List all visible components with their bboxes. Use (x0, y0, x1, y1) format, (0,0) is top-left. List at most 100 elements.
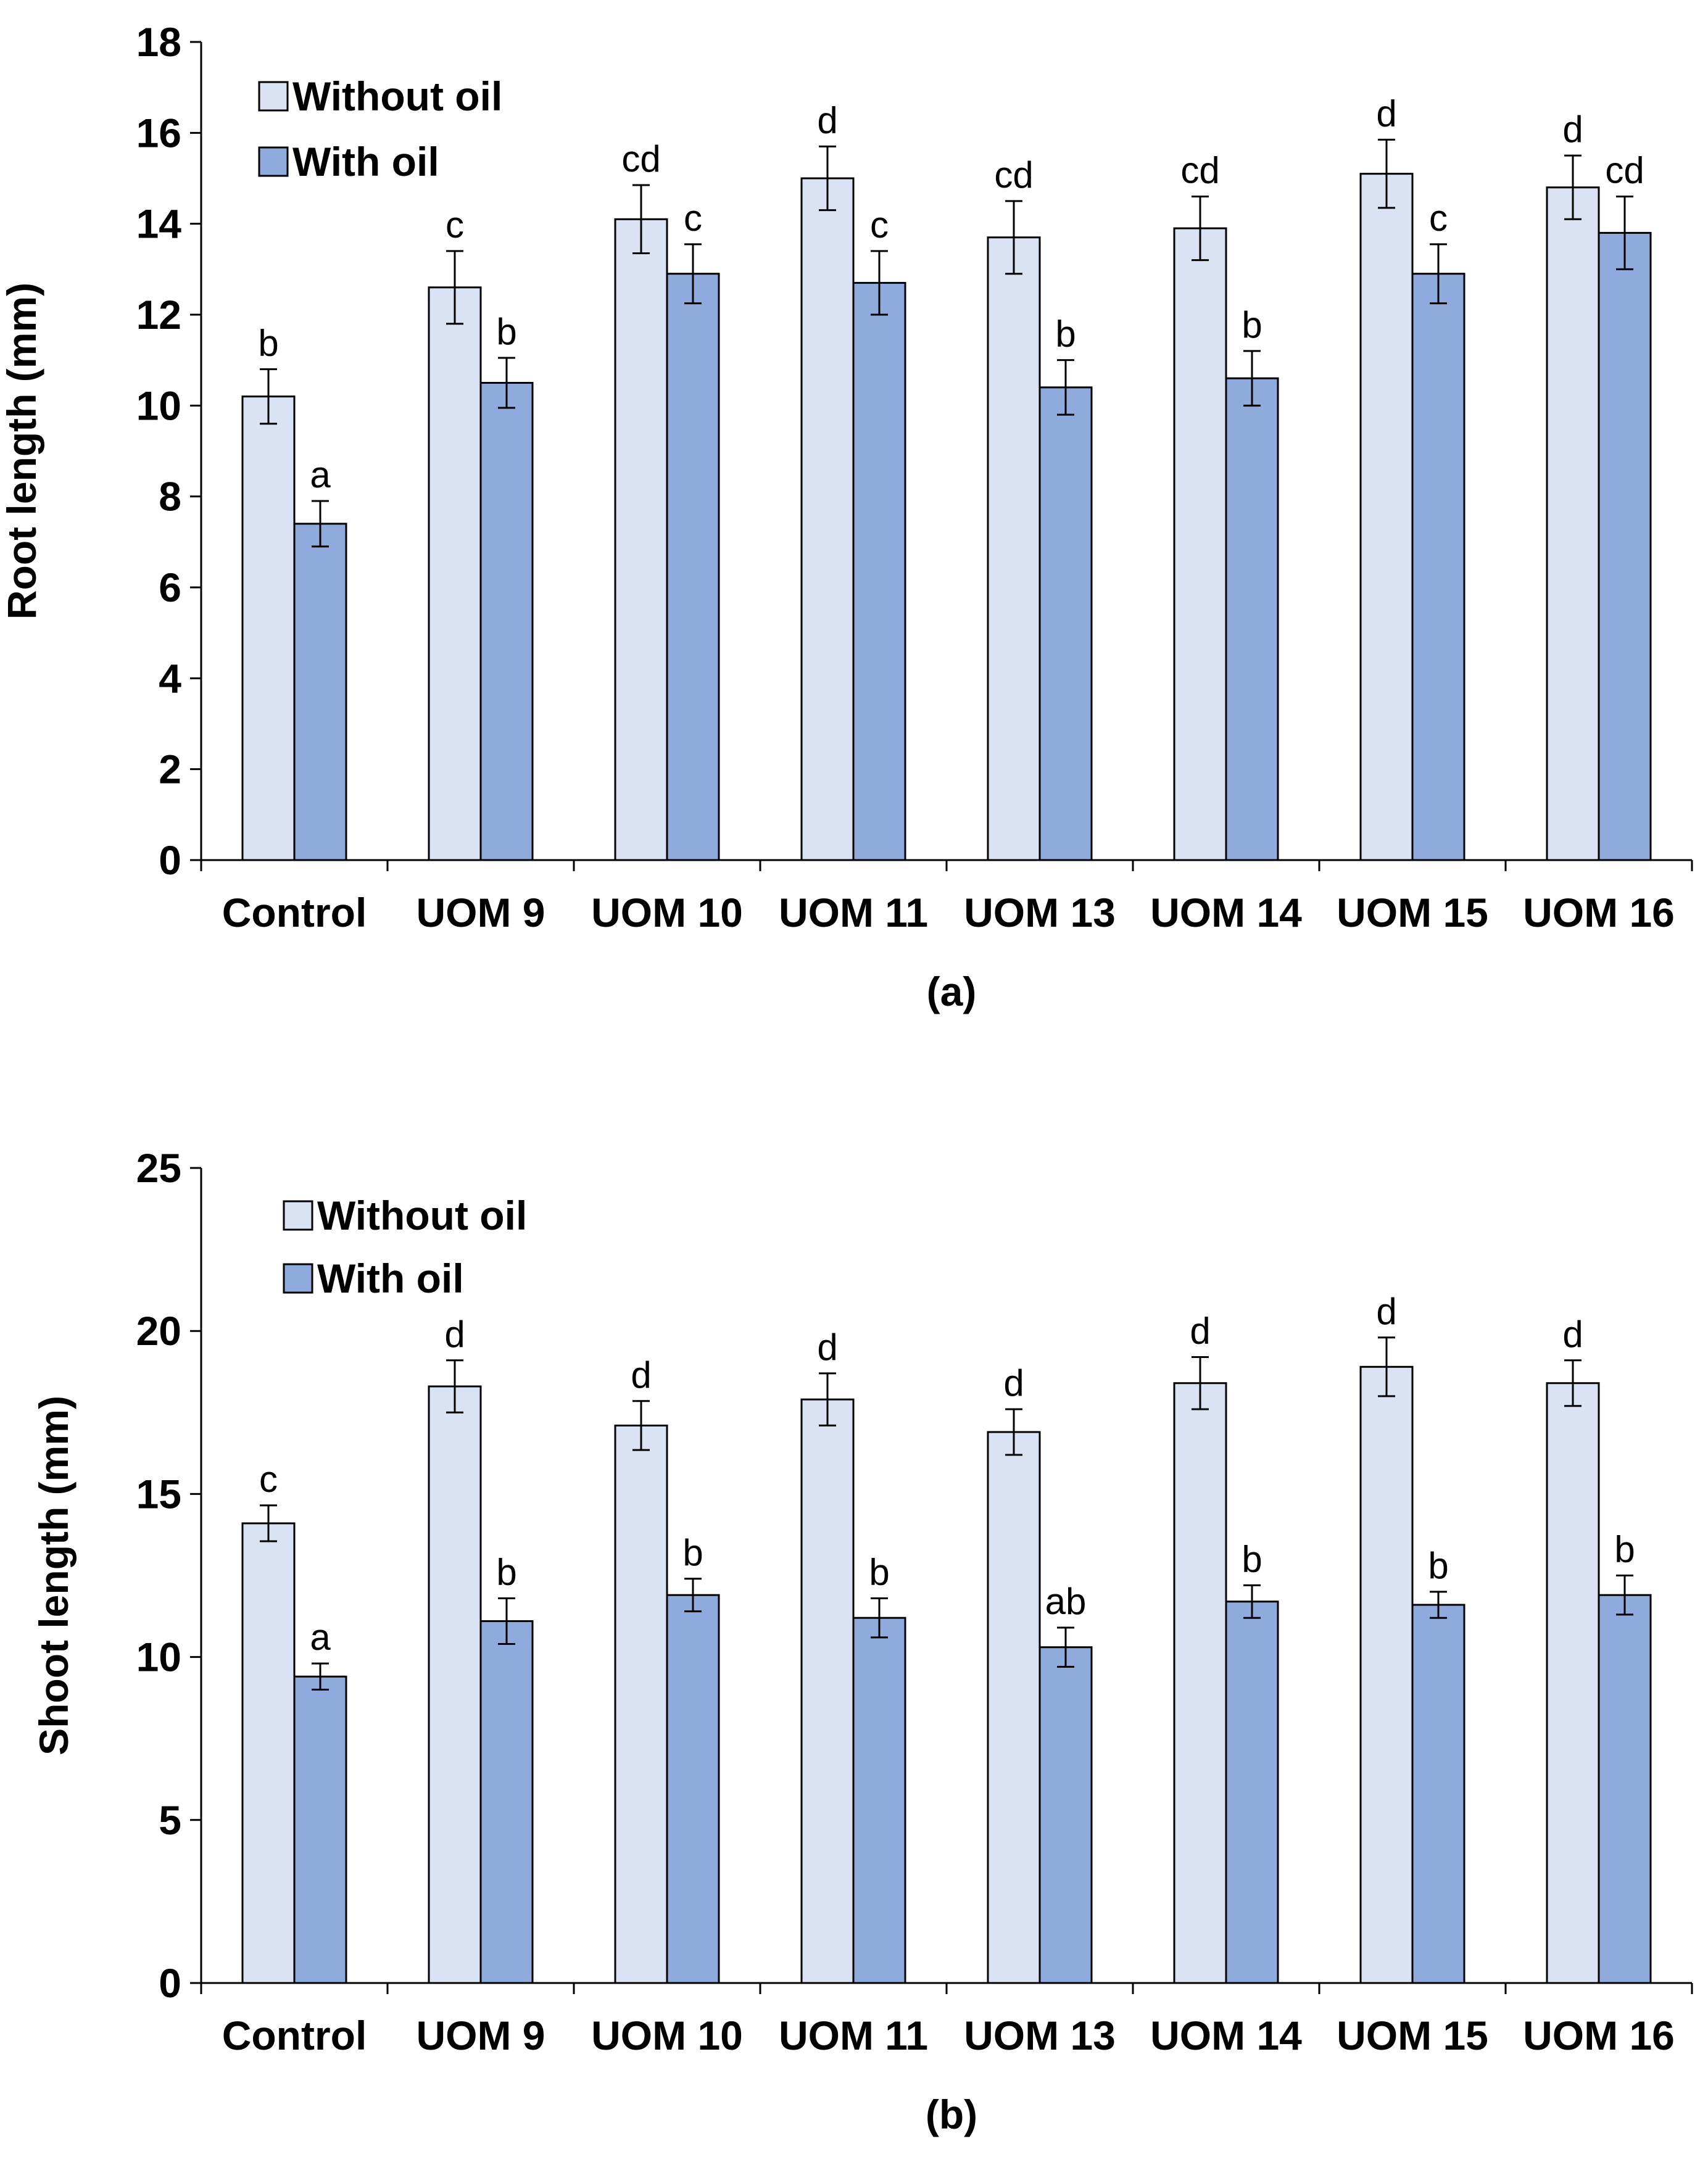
significance-label: b (258, 322, 278, 363)
category-label: UOM 14 (1150, 2013, 1302, 2058)
significance-label: d (1190, 1310, 1210, 1351)
bar-with-oil (479, 1620, 534, 1984)
category-label: UOM 13 (964, 2013, 1116, 2058)
significance-label: b (1614, 1529, 1635, 1570)
significance-label: d (1376, 93, 1396, 134)
y-tick-label: 0 (159, 837, 181, 883)
significance-label: cd (621, 138, 660, 180)
legend-swatch-without-oil (258, 81, 289, 112)
category-label: Control (222, 2013, 367, 2058)
legend-label: With oil (317, 1256, 464, 1301)
bar-without-oil (1546, 1382, 1600, 1984)
significance-label: c (1429, 197, 1448, 239)
legend: Without oil With oil (283, 1193, 527, 1301)
bar-with-oil (666, 1594, 720, 1984)
category-label: Control (222, 890, 367, 935)
bar-with-oil (1598, 231, 1652, 861)
significance-label: d (1562, 109, 1583, 150)
significance-label: c (684, 197, 702, 239)
significance-label: b (1242, 304, 1262, 346)
category-label: UOM 11 (779, 890, 928, 935)
y-tick-label: 20 (136, 1308, 181, 1354)
y-tick-label: 10 (136, 383, 181, 428)
significance-label: d (1562, 1314, 1583, 1355)
significance-label: ab (1045, 1581, 1087, 1622)
legend-label: With oil (292, 139, 439, 184)
y-axis-title: Shoot length (mm) (31, 1396, 77, 1755)
significance-label: b (496, 1551, 516, 1592)
significance-label: b (682, 1532, 703, 1573)
y-axis-title: Root length (mm) (0, 283, 44, 619)
significance-label: a (310, 454, 331, 495)
bar-without-oil (987, 236, 1041, 861)
bar-with-oil (1038, 386, 1093, 861)
category-label: UOM 14 (1150, 890, 1302, 935)
category-label: UOM 13 (964, 890, 1116, 935)
y-tick-label: 18 (136, 19, 181, 65)
bar-without-oil (428, 1385, 482, 1984)
y-tick-label: 0 (159, 1960, 181, 2006)
significance-label: d (1003, 1362, 1024, 1404)
bar-without-oil (614, 218, 668, 861)
y-tick-label: 10 (136, 1634, 181, 1680)
significance-label: d (817, 99, 837, 141)
legend: Without oil With oil (258, 73, 502, 184)
category-label: UOM 16 (1523, 2013, 1675, 2058)
significance-label: d (1376, 1291, 1396, 1332)
bar-without-oil (1173, 227, 1227, 861)
bar-without-oil (987, 1431, 1041, 1984)
significance-label: c (259, 1459, 278, 1500)
bar-with-oil (293, 523, 347, 861)
y-tick-label: 6 (159, 565, 181, 610)
legend-swatch-with-oil (283, 1263, 313, 1294)
y-tick-label: 15 (136, 1471, 181, 1517)
significance-label: b (496, 311, 516, 352)
y-tick-label: 14 (136, 201, 182, 247)
bar-with-oil (1225, 377, 1279, 861)
significance-label: cd (994, 154, 1033, 196)
bar-without-oil (1359, 1365, 1414, 1984)
significance-label: d (817, 1327, 837, 1368)
bar-without-oil (241, 395, 296, 861)
panel-label: (a) (927, 969, 977, 1014)
legend-label: Without oil (292, 73, 502, 119)
bar-with-oil (1411, 273, 1465, 861)
legend-swatch-without-oil (283, 1200, 313, 1231)
significance-label: b (1055, 313, 1076, 355)
y-tick-label: 5 (159, 1797, 181, 1843)
significance-label: c (870, 204, 889, 246)
category-label: UOM 15 (1337, 2013, 1488, 2058)
category-label: UOM 15 (1337, 890, 1488, 935)
significance-label: d (631, 1354, 651, 1396)
y-tick-label: 12 (136, 292, 181, 337)
y-tick-label: 8 (159, 474, 181, 520)
bar-without-oil (800, 177, 855, 861)
legend-label: Without oil (317, 1193, 527, 1238)
significance-label: b (1428, 1545, 1448, 1586)
bar-with-oil (1225, 1600, 1279, 1984)
y-tick-label: 16 (136, 110, 181, 155)
category-label: UOM 16 (1523, 890, 1675, 935)
category-label: UOM 10 (591, 2013, 743, 2058)
chart-b: 0 5 10 15 20 25 c a Control d b UOM 9 d b UOM 10 d b UOM … (31, 1145, 1693, 2137)
bar-with-oil (1411, 1604, 1465, 1984)
bar-with-oil (479, 382, 534, 861)
panel-label: (b) (926, 2092, 977, 2137)
bar-with-oil (666, 273, 720, 861)
bar-with-oil (852, 1617, 906, 1984)
bar-with-oil (293, 1675, 347, 1984)
significance-label: d (444, 1314, 465, 1355)
bar-without-oil (428, 286, 482, 861)
category-label: UOM 10 (591, 890, 743, 935)
significance-label: cd (1605, 149, 1644, 191)
category-label: UOM 9 (416, 2013, 545, 2058)
bar-without-oil (241, 1522, 296, 1984)
bar-without-oil (800, 1398, 855, 1984)
significance-label: b (869, 1551, 889, 1592)
significance-label: cd (1180, 149, 1219, 191)
category-label: UOM 11 (779, 2013, 928, 2058)
legend-swatch-with-oil (258, 146, 289, 177)
bar-with-oil (1598, 1594, 1652, 1984)
